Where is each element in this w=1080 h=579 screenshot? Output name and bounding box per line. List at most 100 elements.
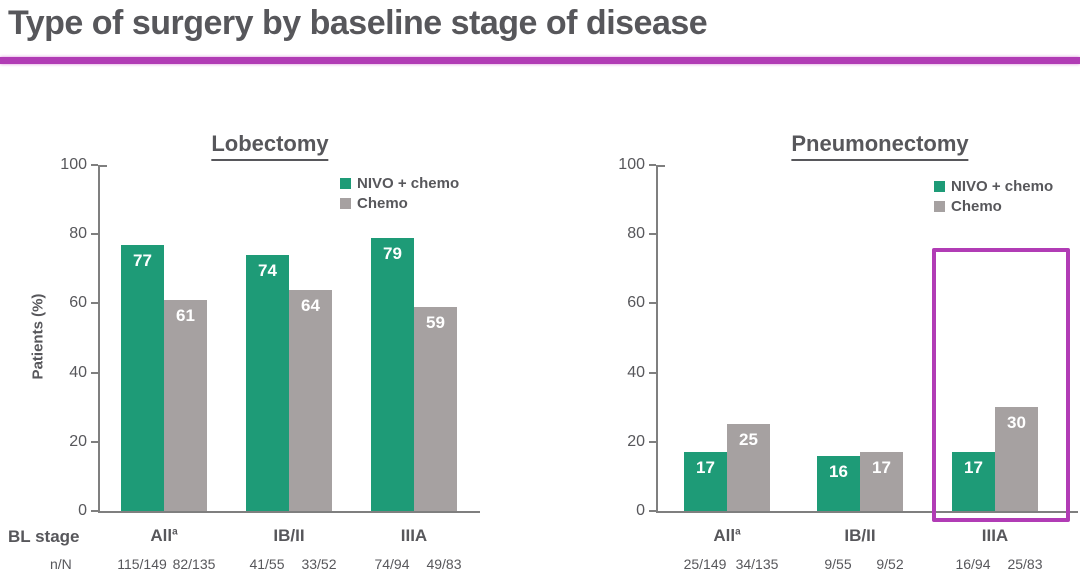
y-tick [649,164,656,166]
y-tick-label: 100 [60,156,87,173]
n-over-n-value: 49/83 [426,556,462,572]
y-axis-line [656,165,658,513]
y-axis-title: Patients (%) [29,293,47,380]
category-label: IIIA [940,526,1050,546]
y-tick-label: 40 [69,364,87,381]
category-superscript: a [735,526,741,538]
legend: NIVO + chemo Chemo [340,175,459,212]
y-tick-label: 20 [627,433,645,450]
legend-item: NIVO + chemo [934,178,1053,195]
y-tick-label: 60 [69,294,87,311]
bar-chemo [289,290,332,511]
bar-chemo [414,307,457,511]
bar-nivo-chemo [684,452,727,511]
legend-item: Chemo [340,195,459,212]
n-over-n-value: 74/94 [374,556,410,572]
category-label: Alla [672,526,782,546]
legend-label: Chemo [951,198,1002,215]
category-label-text: IB/II [844,526,876,545]
bar-chemo [860,452,903,511]
bar-chemo [164,300,207,511]
legend-label: Chemo [357,195,408,212]
n-over-n-value: 34/135 [735,556,779,572]
n-over-n-row-label: n/N [50,556,72,572]
bar-chemo [727,424,770,511]
bar-value-label: 16 [829,462,848,481]
x-baseline [656,511,1078,513]
category-label: IB/II [805,526,915,546]
legend: NIVO + chemo Chemo [934,178,1053,215]
bar-chemo [995,407,1038,511]
bar-nivo-chemo [371,238,414,511]
y-tick [91,372,98,374]
y-tick [649,372,656,374]
category-label-text: IIIA [981,526,1009,545]
x-baseline [98,511,480,513]
y-axis-top-tick [100,165,107,167]
legend-swatch-icon [934,181,945,192]
bar-nivo-chemo [121,245,164,511]
y-tick-label: 80 [627,225,645,242]
y-tick-label: 60 [627,294,645,311]
bar-value-label: 30 [1007,413,1026,432]
legend-label: NIVO + chemo [951,178,1054,195]
pneumonectomy-chart: Pneumonectomy 0 20 40 60 80 100 17 25/149 25 34/13… [598,125,1080,579]
bl-stage-row-label: BL stage [8,527,80,546]
y-tick [91,164,98,166]
n-over-n-value: 82/135 [172,556,216,572]
legend-label: NIVO + chemo [357,175,460,192]
y-tick [649,233,656,235]
n-over-n-value: 25/149 [683,556,727,572]
bar-value-label: 77 [133,251,152,270]
chart-title: Pneumonectomy [791,131,969,161]
category-label: IB/II [234,526,344,546]
y-tick [649,441,656,443]
chart-title: Lobectomy [211,131,329,161]
y-tick [91,302,98,304]
bar-value-label: 79 [383,244,402,263]
bar-value-label: 64 [301,296,320,315]
y-tick-label: 100 [618,156,645,173]
legend-swatch-icon [340,198,351,209]
n-over-n-value: 41/55 [249,556,285,572]
n-over-n-value: 33/52 [301,556,337,572]
bar-nivo-chemo [246,255,289,511]
category-superscript: a [172,526,178,538]
n-over-n-value: 25/83 [1007,556,1043,572]
y-tick-label: 40 [627,364,645,381]
title-accent-rule [0,57,1080,64]
n-over-n-value: 16/94 [955,556,991,572]
bar-value-label: 74 [258,261,277,280]
y-axis-line [98,165,100,513]
highlight-box-iiia [932,248,1070,522]
lobectomy-chart: Lobectomy Patients (%) 0 20 40 60 80 100 77 115/1… [20,125,520,579]
category-label-text: All [150,526,173,545]
page-title: Type of surgery by baseline stage of dis… [8,4,708,42]
legend-item: Chemo [934,198,1053,215]
bar-value-label: 61 [176,306,195,325]
bar-value-label: 25 [739,430,758,449]
category-label-text: All [713,526,736,545]
legend-swatch-icon [340,178,351,189]
y-tick [91,441,98,443]
category-label-text: IIIA [400,526,428,545]
bar-value-label: 17 [964,458,983,477]
legend-swatch-icon [934,201,945,212]
category-label-text: IB/II [273,526,305,545]
n-over-n-value: 9/55 [824,556,852,572]
y-tick-label: 20 [69,433,87,450]
bar-value-label: 17 [696,458,715,477]
y-tick [649,510,656,512]
bar-nivo-chemo [817,456,860,511]
category-label: Alla [109,526,219,546]
bar-nivo-chemo [952,452,995,511]
y-tick [91,233,98,235]
bar-value-label: 59 [426,313,445,332]
category-label: IIIA [359,526,469,546]
legend-item: NIVO + chemo [340,175,459,192]
y-tick [649,302,656,304]
y-tick-label: 0 [78,502,87,519]
y-tick [91,510,98,512]
bar-value-label: 17 [872,458,891,477]
